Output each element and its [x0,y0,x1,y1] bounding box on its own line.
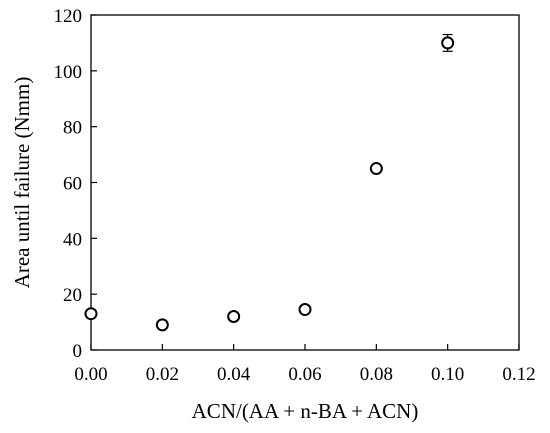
x-tick-label: 0.08 [360,364,393,385]
data-points [84,33,455,332]
x-tick-label: 0.02 [146,364,179,385]
y-axis-title: Area until failure (Nmm) [10,77,34,289]
data-point [441,36,455,50]
data-point [155,318,169,332]
x-tick-label: 0.00 [74,364,107,385]
y-tick-label: 40 [63,229,82,250]
y-tick-label: 100 [54,62,83,83]
tick-marks [90,14,520,351]
y-tick-label: 80 [63,118,82,139]
x-axis-title: ACN/(AA + n-BA + ACN) [192,399,419,423]
x-tick-label: 0.04 [217,364,251,385]
x-tick-label: 0.06 [288,364,321,385]
axes [90,14,520,351]
y-tick-label: 0 [73,341,83,362]
x-tick-label: 0.10 [431,364,464,385]
y-tick-label: 120 [54,6,83,27]
data-point [298,303,312,317]
y-tick-label: 60 [63,174,82,195]
x-tick-label: 0.12 [502,364,535,385]
data-point [369,162,383,176]
tick-labels: 0.00 0.02 0.04 0.06 0.08 0.10 0.12 0 20 40 60 80 100… [54,6,536,385]
plot-frame [90,14,520,351]
data-point [84,307,98,321]
y-tick-label: 20 [63,285,82,306]
data-point [227,310,241,323]
